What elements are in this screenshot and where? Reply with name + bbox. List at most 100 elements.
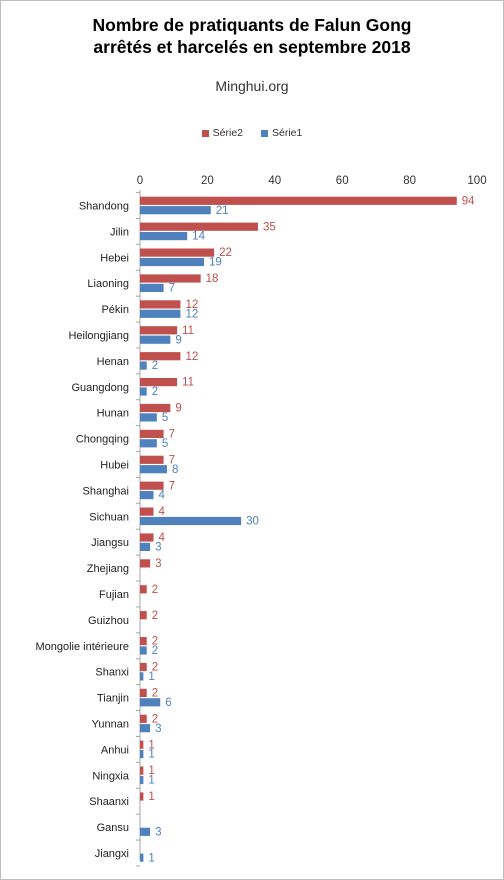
data-label-serie2: 2 — [152, 662, 158, 674]
bar-serie2 — [140, 688, 147, 697]
bar-serie2 — [140, 766, 144, 775]
chart-title-line-1: Nombre de pratiquants de Falun Gong — [92, 15, 412, 35]
chart-title-line-2: arrêtés et harcelés en septembre 2018 — [93, 37, 411, 57]
data-label-serie1: 1 — [148, 775, 154, 787]
data-label-serie1: 5 — [162, 412, 168, 424]
legend-swatch-serie1 — [261, 129, 268, 137]
data-label-serie1: 1 — [148, 671, 154, 683]
bar-serie1 — [140, 516, 242, 526]
bar-serie1 — [140, 775, 144, 785]
category-label: Sichuan — [89, 511, 129, 523]
category-label: Hubei — [100, 460, 129, 472]
category-label: Heilongjiang — [68, 330, 129, 342]
data-label-serie1: 30 — [246, 516, 259, 528]
x-tick-label: 0 — [137, 175, 143, 187]
chart-subtitle: Minghui.org — [215, 78, 289, 94]
data-label-serie2: 9 — [175, 403, 181, 415]
bar-serie2 — [140, 378, 178, 387]
bar-serie1 — [140, 206, 211, 215]
bar-serie1 — [140, 439, 157, 448]
bar-serie1 — [140, 724, 151, 733]
data-label-serie2: 2 — [152, 610, 158, 622]
data-label-serie2: 2 — [152, 584, 158, 596]
data-label-serie2: 7 — [169, 454, 175, 466]
category-label: Jiangxi — [95, 848, 129, 860]
bar-serie1 — [140, 542, 151, 551]
data-label-serie1: 5 — [162, 438, 168, 450]
data-label-serie2: 7 — [169, 480, 175, 492]
bar-serie2 — [140, 222, 258, 231]
data-label-serie2: 7 — [169, 429, 175, 441]
data-label-serie2: 1 — [148, 765, 154, 777]
bar-serie1 — [140, 672, 144, 681]
bar-serie2 — [140, 507, 154, 516]
data-label-serie1: 2 — [152, 645, 158, 657]
bar-serie2 — [140, 611, 147, 620]
data-label-serie1: 1 — [148, 749, 154, 761]
bar-serie1 — [140, 387, 147, 396]
legend-swatch-serie2 — [201, 129, 209, 137]
data-label-serie2: 11 — [182, 377, 194, 389]
category-label: Yunnan — [92, 719, 129, 731]
data-label-serie1: 9 — [175, 334, 181, 346]
x-tick-label: 40 — [268, 175, 281, 187]
category-label: Guangdong — [72, 382, 130, 394]
data-label-serie2: 35 — [263, 221, 276, 233]
bar-serie2 — [140, 274, 201, 283]
data-label-serie1: 8 — [172, 464, 178, 476]
bar-serie1 — [140, 750, 144, 759]
bar-serie2 — [140, 481, 164, 490]
data-label-serie2: 22 — [219, 247, 232, 259]
data-label-serie2: 94 — [462, 195, 475, 207]
category-label: Liaoning — [87, 278, 129, 290]
bar-serie2 — [140, 248, 215, 257]
category-label: Gansu — [97, 822, 129, 834]
x-tick-label: 80 — [403, 175, 416, 187]
x-tick-label: 20 — [201, 175, 214, 187]
data-label-serie1: 4 — [158, 490, 165, 502]
category-label: Hebei — [100, 252, 129, 264]
bar-serie1 — [140, 465, 167, 474]
x-tick-label: 60 — [336, 175, 349, 187]
bar-serie2 — [140, 326, 178, 335]
data-label-serie2: 2 — [152, 688, 158, 700]
chart-title: Nombre de pratiquants de Falun Gong arrê… — [0, 14, 504, 58]
bar-serie1 — [140, 827, 151, 836]
data-label-serie1: 7 — [169, 283, 175, 295]
bar-serie2 — [140, 352, 181, 361]
bar-serie2 — [140, 429, 164, 438]
bar-serie2 — [140, 792, 144, 801]
bar-serie1 — [140, 646, 147, 655]
category-label: Shandong — [79, 201, 129, 213]
bar-serie2 — [140, 662, 147, 672]
bar-serie1 — [140, 283, 164, 292]
data-label-serie2: 4 — [158, 506, 165, 518]
bar-serie2 — [140, 559, 151, 568]
category-label: Ningxia — [92, 770, 130, 782]
data-label-serie2: 12 — [185, 351, 198, 363]
bar-serie2 — [140, 403, 171, 413]
bar-serie1 — [140, 232, 188, 241]
data-label-serie2: 18 — [206, 273, 219, 285]
bar-serie2 — [140, 740, 144, 749]
category-label: Tianjin — [97, 693, 129, 705]
data-label-serie1: 6 — [165, 697, 171, 709]
category-label: Jiangsu — [91, 537, 129, 549]
legend-item-serie2: Série2 — [201, 127, 243, 139]
data-label-serie2: 11 — [182, 325, 194, 337]
data-label-serie2: 1 — [148, 791, 154, 803]
bar-serie2 — [140, 196, 457, 205]
bar-serie1 — [140, 257, 205, 267]
bar-serie1 — [140, 309, 181, 318]
bar-serie1 — [140, 491, 154, 500]
bar-serie2 — [140, 585, 147, 594]
data-label-serie1: 3 — [155, 723, 161, 735]
legend-item-serie1: Série1 — [261, 127, 302, 139]
legend-label-serie2: Série2 — [212, 127, 243, 139]
category-label: Henan — [97, 356, 129, 368]
category-label: Hunan — [97, 408, 129, 420]
data-label-serie2: 12 — [185, 299, 198, 311]
legend-label-serie1: Série1 — [272, 127, 303, 139]
data-label-serie1: 3 — [155, 826, 161, 838]
